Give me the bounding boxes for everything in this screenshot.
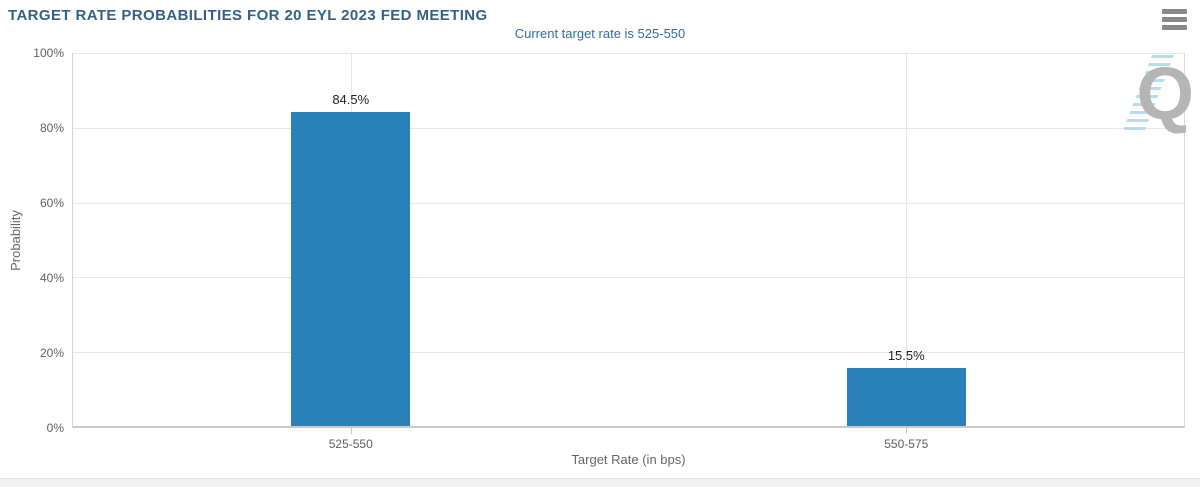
bar-550-575[interactable] — [846, 368, 966, 426]
bar-group: 84.5% — [291, 54, 411, 426]
plot-area: 84.5% 15.5% 525-550 550-575 — [72, 53, 1185, 451]
bar-525-550[interactable] — [291, 111, 411, 426]
chart-context-menu-button[interactable] — [1162, 9, 1187, 30]
x-category-label: 550-575 — [884, 437, 929, 451]
y-tick-label: 100% — [33, 46, 64, 60]
x-tick — [906, 428, 908, 434]
hamburger-icon — [1162, 9, 1187, 14]
y-tick-label: 60% — [39, 196, 64, 210]
y-tick-label: 0% — [46, 421, 64, 435]
bar-data-label: 84.5% — [332, 91, 370, 107]
gridline — [73, 128, 1184, 130]
page-background-strip — [0, 478, 1200, 487]
y-axis-title: Probability — [8, 210, 23, 271]
x-tick — [350, 428, 352, 434]
y-tick-label: 80% — [39, 121, 64, 135]
gridline — [73, 277, 1184, 279]
hamburger-icon — [1162, 17, 1187, 22]
x-axis-title: Target Rate (in bps) — [571, 452, 686, 467]
y-tick-label: 40% — [39, 271, 64, 285]
chart-title: TARGET RATE PROBABILITIES FOR 20 EYL 202… — [8, 7, 488, 24]
bar-group: 15.5% — [846, 54, 966, 426]
x-category-label: 525-550 — [328, 437, 373, 451]
chart-subtitle: Current target rate is 525-550 — [514, 26, 686, 41]
gridline — [73, 351, 1184, 353]
hamburger-icon — [1162, 25, 1187, 30]
bar-data-label: 15.5% — [887, 348, 925, 364]
gridline — [73, 202, 1184, 204]
y-tick-label: 20% — [39, 346, 64, 360]
gridline — [906, 54, 908, 426]
